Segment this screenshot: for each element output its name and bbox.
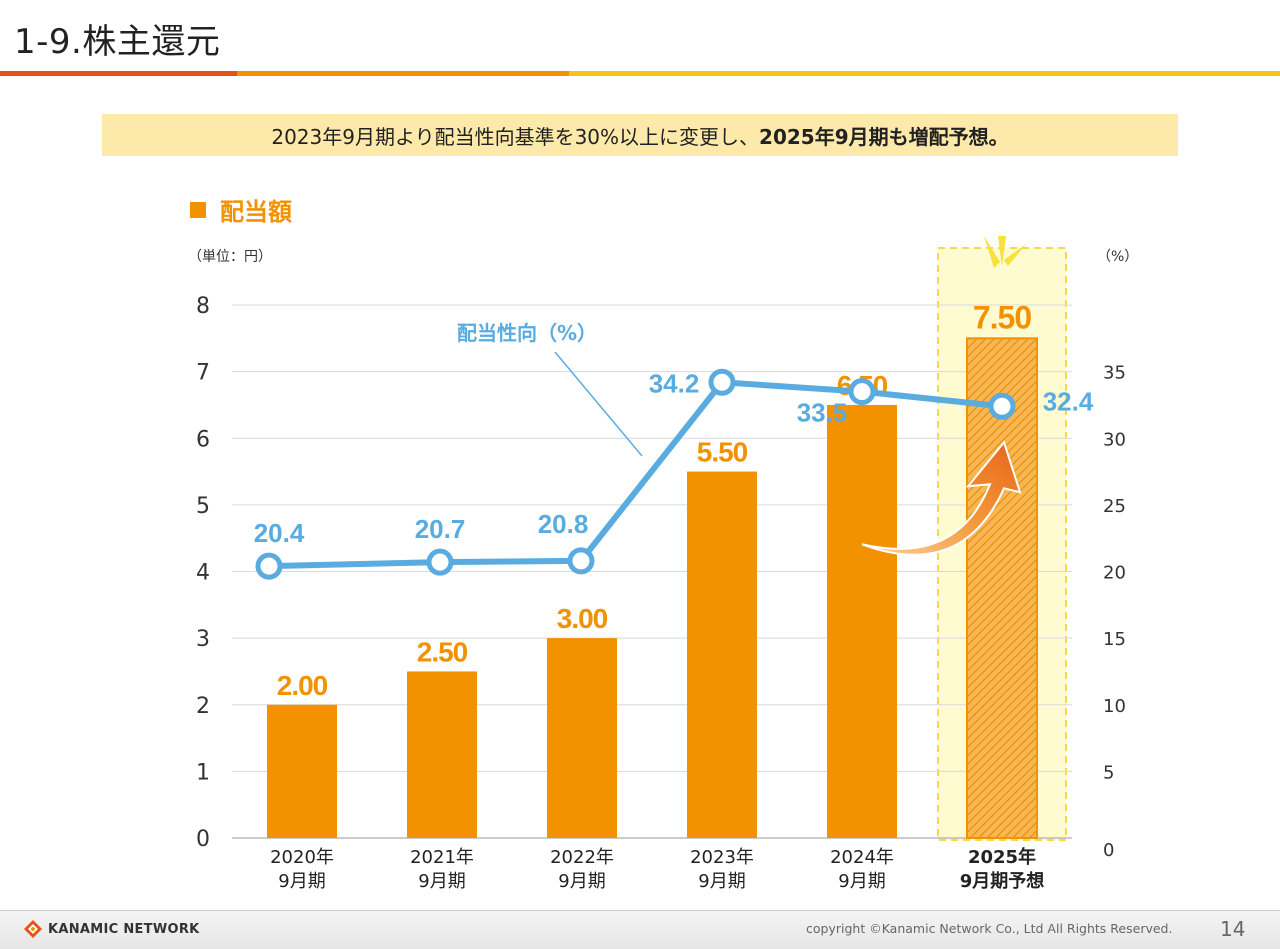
bar <box>407 671 477 838</box>
bar-value-label: 3.00 <box>557 603 608 634</box>
left-axis-unit: （単位：円） <box>188 249 272 265</box>
dividend-chart: 012345678051015202530352.002.503.005.506… <box>196 236 1126 892</box>
line-series-label: 配当性向（%） <box>457 321 597 345</box>
legend-square-icon <box>190 201 206 218</box>
payout-ratio-point <box>708 368 736 396</box>
x-category-label: 9月期 <box>698 871 745 892</box>
x-category-label: 9月期予想 <box>960 870 1045 892</box>
y-right-tick-label: 15 <box>1103 629 1126 650</box>
y-left-tick-label: 5 <box>196 494 210 519</box>
sparkle-icon <box>984 236 1000 268</box>
bar <box>687 471 757 838</box>
x-category-label: 2025年 <box>968 846 1036 868</box>
banner-text: 2023年9月期より配当性向基準を30%以上に変更し、 <box>271 124 760 149</box>
x-category-label: 2022年 <box>550 847 614 868</box>
payout-ratio-point <box>426 548 454 576</box>
y-left-tick-label: 2 <box>196 694 210 719</box>
payout-ratio-label: 32.4 <box>1043 386 1094 416</box>
payout-ratio-point <box>255 552 283 580</box>
payout-ratio-label: 20.8 <box>538 509 589 539</box>
x-category-label: 2024年 <box>830 847 894 868</box>
y-left-tick-label: 1 <box>196 760 210 785</box>
bar-value-label: 5.50 <box>697 437 748 468</box>
y-right-tick-label: 10 <box>1103 696 1126 717</box>
y-right-tick-label: 0 <box>1103 840 1114 861</box>
x-category-label: 2020年 <box>270 847 334 868</box>
y-left-tick-label: 7 <box>196 361 210 386</box>
company-logo: KANAMIC NETWORK <box>24 920 200 938</box>
x-category-label: 9月期 <box>278 871 325 892</box>
y-right-tick-label: 35 <box>1103 363 1126 384</box>
logo-mark-icon <box>24 920 42 938</box>
bar-value-label: 2.50 <box>417 636 468 667</box>
y-left-tick-label: 8 <box>196 294 210 319</box>
growth-arrow-icon <box>861 440 1022 556</box>
bar-value-label: 2.00 <box>277 670 328 701</box>
payout-ratio-point <box>567 547 595 575</box>
payout-ratio-label: 20.7 <box>415 514 466 544</box>
y-left-tick-label: 3 <box>196 627 210 652</box>
bar <box>267 704 337 838</box>
y-right-tick-label: 5 <box>1103 762 1114 783</box>
y-right-tick-label: 30 <box>1103 429 1126 450</box>
legend-label: 配当額 <box>220 198 292 226</box>
banner-bold-text: 2025年9月期も増配予想。 <box>759 124 1009 149</box>
payout-ratio-label: 33.5 <box>797 398 848 428</box>
summary-banner: 2023年9月期より配当性向基準を30%以上に変更し、 2025年9月期も増配予想… <box>102 114 1178 156</box>
payout-ratio-label: 34.2 <box>649 368 700 398</box>
x-category-label: 2021年 <box>410 847 474 868</box>
right-axis-unit: （%） <box>1097 249 1139 265</box>
copyright-text: copyright ©Kanamic Network Co., Ltd All … <box>806 921 1173 936</box>
payout-ratio-point <box>848 378 876 406</box>
bar-value-label: 7.50 <box>973 299 1031 335</box>
bar <box>966 337 1038 839</box>
x-category-label: 9月期 <box>838 871 885 892</box>
payout-ratio-label: 20.4 <box>254 518 305 548</box>
logo-text: KANAMIC NETWORK <box>48 921 200 937</box>
chart-legend: 配当額 <box>190 192 292 227</box>
bar <box>547 638 617 838</box>
y-right-tick-label: 25 <box>1103 496 1126 517</box>
sparkle-icon <box>1004 244 1026 266</box>
bar <box>827 404 897 838</box>
y-left-tick-label: 4 <box>196 561 210 586</box>
y-left-tick-label: 0 <box>196 827 210 852</box>
title-underline <box>0 71 1280 76</box>
callout-line <box>554 351 643 457</box>
sparkle-icon <box>998 236 1006 266</box>
payout-ratio-point <box>988 392 1016 420</box>
y-left-tick-label: 6 <box>196 427 210 452</box>
x-category-label: 2023年 <box>690 847 754 868</box>
y-right-tick-label: 20 <box>1103 563 1126 584</box>
x-category-label: 9月期 <box>558 871 605 892</box>
payout-ratio-line <box>268 379 1003 570</box>
x-category-label: 9月期 <box>418 871 465 892</box>
footer <box>0 910 1280 949</box>
page-title: 1-9.株主還元 <box>14 22 221 62</box>
page-number: 14 <box>1220 917 1246 941</box>
